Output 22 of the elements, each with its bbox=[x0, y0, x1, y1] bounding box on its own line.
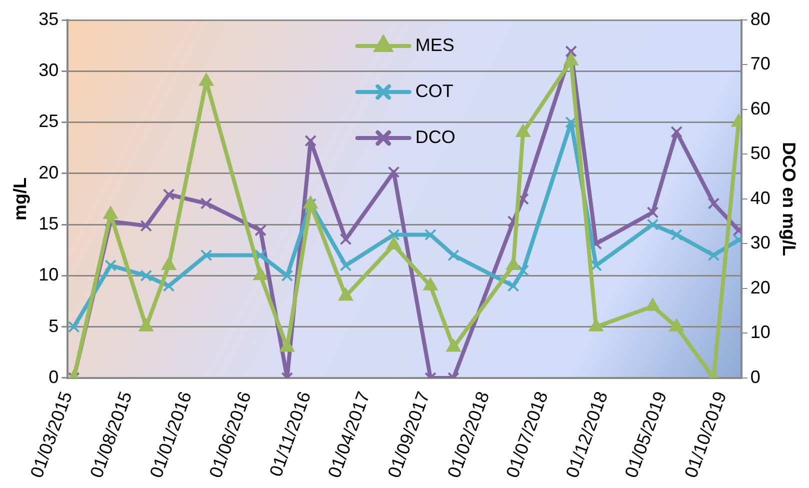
y2-tick-label: 50 bbox=[750, 143, 770, 164]
y-tick-label: 0 bbox=[48, 366, 59, 387]
legend-label: DCO bbox=[415, 126, 456, 147]
legend-label: MES bbox=[415, 34, 454, 55]
y-axis-title: mg/L bbox=[10, 177, 30, 220]
y2-tick-label: 20 bbox=[750, 277, 770, 298]
legend-label: COT bbox=[415, 80, 454, 101]
y-tick-label: 5 bbox=[48, 316, 59, 336]
y2-tick-label: 30 bbox=[750, 232, 770, 253]
y2-tick-label: 80 bbox=[750, 8, 770, 29]
y-tick-label: 30 bbox=[38, 60, 59, 80]
y-tick-label: 10 bbox=[38, 264, 59, 285]
y2-tick-label: 40 bbox=[750, 188, 770, 208]
y2-axis-title: DCO en mg/L bbox=[779, 142, 800, 256]
y-tick-label: 20 bbox=[38, 162, 59, 182]
y2-tick-label: 60 bbox=[750, 98, 770, 118]
y-tick-label: 15 bbox=[38, 214, 59, 234]
y2-tick-label: 10 bbox=[750, 322, 770, 342]
y2-tick-label: 70 bbox=[750, 54, 770, 74]
y-tick-label: 35 bbox=[38, 8, 59, 29]
y-tick-label: 25 bbox=[38, 111, 59, 132]
y2-tick-label: 0 bbox=[750, 366, 760, 387]
